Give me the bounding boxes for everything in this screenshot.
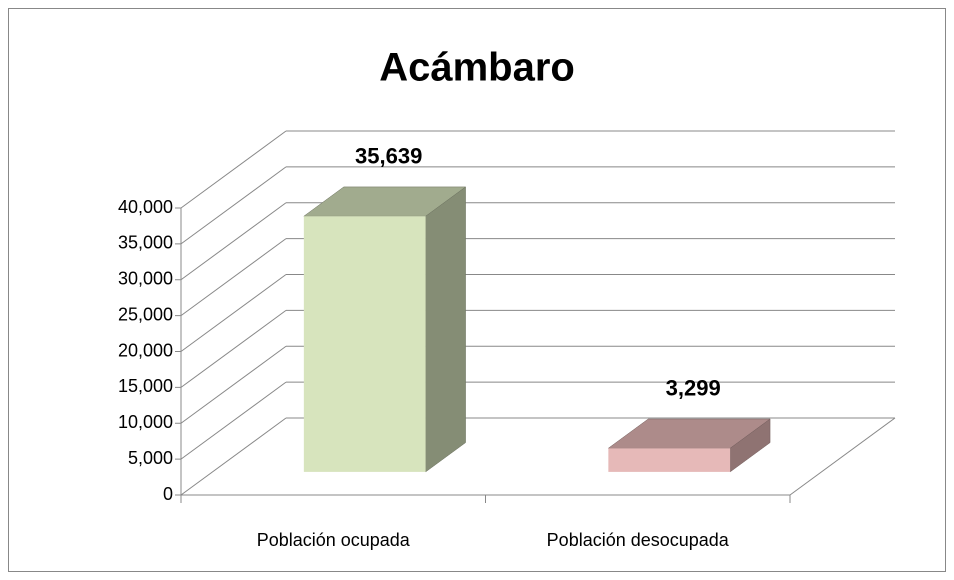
bar	[608, 448, 731, 472]
chart-title: Acámbaro	[379, 46, 575, 90]
grid-line	[180, 309, 287, 388]
grid-line	[180, 274, 287, 352]
grid-line	[180, 130, 287, 209]
y-tick-label: 10,000	[118, 412, 173, 432]
y-tick-label: 20,000	[118, 340, 173, 360]
y-tick-label: 15,000	[118, 376, 173, 396]
grid-line	[180, 381, 287, 460]
bar-side	[425, 186, 466, 473]
x-tick-label: Población ocupada	[257, 530, 411, 550]
data-label: 35,639	[355, 143, 422, 168]
floor-edge	[789, 417, 896, 496]
y-tick-label: 5,000	[128, 448, 173, 468]
grid-line	[180, 238, 287, 317]
grid-line	[180, 166, 287, 245]
x-tick-label: Población desocupada	[547, 530, 730, 550]
y-tick-label: 25,000	[118, 304, 173, 324]
bar	[303, 216, 426, 472]
grid-line	[180, 345, 287, 424]
chart-frame	[8, 8, 946, 572]
grid-line	[180, 202, 287, 281]
grid-line	[180, 417, 287, 496]
y-tick-label: 35,000	[118, 233, 173, 253]
data-label: 3,299	[666, 375, 721, 400]
y-tick-label: 30,000	[118, 269, 173, 289]
y-tick-label: 0	[163, 484, 173, 504]
y-tick-label: 40,000	[118, 197, 173, 217]
